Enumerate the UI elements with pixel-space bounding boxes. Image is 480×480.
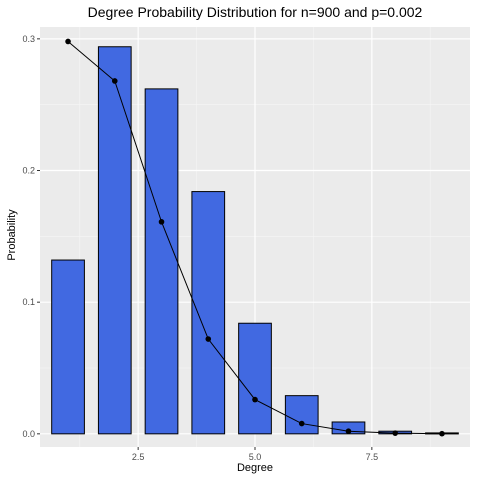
bar-1: [52, 260, 85, 434]
x-tick-label: 7.5: [366, 452, 379, 462]
y-tick-label: 0.2: [22, 166, 35, 176]
bar-6: [285, 396, 318, 434]
y-axis-label: Probability: [6, 209, 18, 261]
bar-4: [192, 192, 225, 434]
line-point-6: [299, 421, 305, 427]
line-point-2: [112, 78, 118, 84]
y-tick-label: 0.3: [22, 34, 35, 44]
bar-2: [98, 47, 131, 434]
x-tick-label: 5.0: [249, 452, 262, 462]
bar-3: [145, 89, 178, 434]
line-point-4: [205, 336, 211, 342]
line-point-7: [346, 428, 352, 434]
y-tick-label: 0.1: [22, 297, 35, 307]
line-point-8: [392, 430, 398, 436]
x-tick-label: 2.5: [132, 452, 145, 462]
y-tick-label: 0.0: [22, 429, 35, 439]
line-point-5: [252, 397, 258, 403]
line-point-9: [439, 431, 445, 437]
bar-5: [239, 323, 272, 434]
x-axis-label: Degree: [237, 462, 273, 474]
line-point-1: [65, 39, 71, 45]
line-point-3: [159, 219, 165, 225]
chart-title: Degree Probability Distribution for n=90…: [88, 4, 423, 20]
